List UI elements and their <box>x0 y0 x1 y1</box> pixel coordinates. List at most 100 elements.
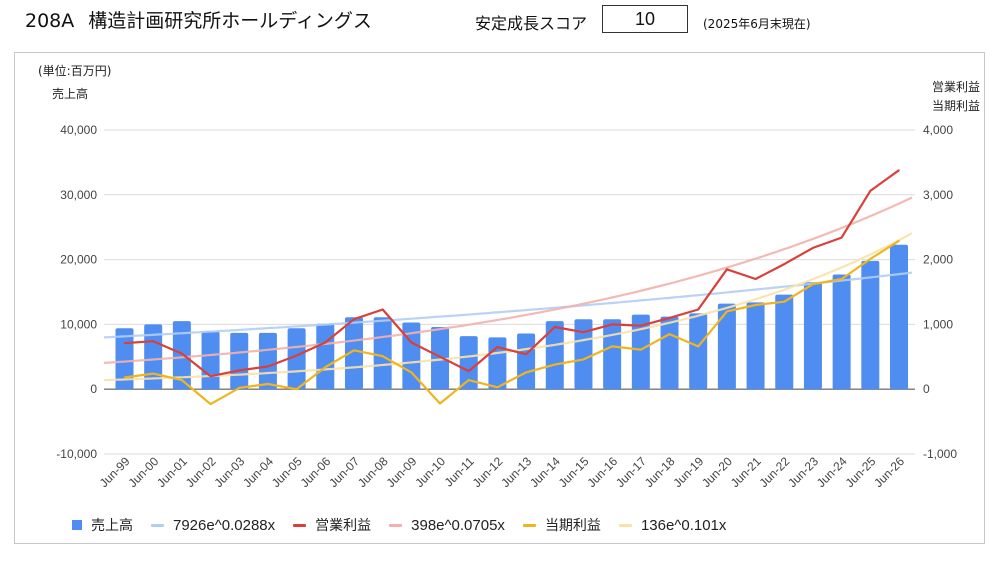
sales-bar <box>603 319 622 390</box>
legend-item-net-profit[interactable]: 当期利益 <box>522 515 601 535</box>
legend-item-net-trend[interactable]: 136e^0.101x <box>618 516 727 534</box>
x-tick-label: Jun-11 <box>442 454 477 489</box>
x-tick-label: Jun-04 <box>240 454 276 490</box>
operating-profit-point <box>611 323 613 326</box>
net-profit-point <box>611 345 613 348</box>
x-tick-label: Jun-05 <box>269 454 305 490</box>
left-tick-label: 10,000 <box>60 317 97 331</box>
left-tick-label: 0 <box>90 382 97 396</box>
trendline-sales <box>103 271 913 339</box>
net-profit-point <box>439 402 441 405</box>
right-axis-title-net: 当期利益 <box>932 99 980 113</box>
legend-item-sales[interactable]: 売上高 <box>72 515 133 535</box>
legend-item-operating-profit[interactable]: 営業利益 <box>293 515 371 535</box>
net-profit-point <box>668 333 671 335</box>
sales-bar <box>258 332 277 390</box>
sales-bar <box>230 332 249 390</box>
legend-swatch-sales <box>72 520 82 530</box>
sales-bar <box>717 303 736 390</box>
operating-profit-point <box>525 353 527 356</box>
operating-profit-point <box>898 169 900 171</box>
right-axis-title-operating: 営業利益 <box>932 80 980 94</box>
score-value-box: 10 <box>602 5 688 33</box>
right-tick-label: -1,000 <box>923 447 957 461</box>
sales-bar <box>201 331 220 390</box>
operating-profit-point <box>496 346 499 348</box>
x-tick-label: Jun-07 <box>326 454 362 490</box>
net-profit-point <box>697 345 700 348</box>
x-tick-label: Jun-15 <box>556 454 592 490</box>
right-tick-label: 2,000 <box>923 253 953 267</box>
right-tick-label: 0 <box>923 382 930 396</box>
x-tick-label: Jun-01 <box>154 454 190 490</box>
net-profit-point <box>496 386 499 389</box>
x-tick-label: Jun-09 <box>384 454 420 490</box>
operating-profit-point <box>181 352 183 355</box>
x-tick-label: Jun-25 <box>843 454 879 490</box>
x-tick-label: Jun-08 <box>355 454 391 490</box>
operating-profit-point <box>783 263 786 265</box>
net-profit-point <box>582 358 585 361</box>
left-tick-label: 30,000 <box>60 188 97 202</box>
legend-item-operating-trend[interactable]: 398e^0.0705x <box>389 517 505 534</box>
net-profit-point <box>410 371 413 374</box>
x-tick-label: Jun-12 <box>470 454 506 490</box>
left-tick-label: 40,000 <box>60 123 97 137</box>
operating-profit-line <box>124 169 900 378</box>
sales-bar <box>775 294 794 390</box>
operating-profit-point <box>324 341 327 344</box>
net-profit-point <box>553 363 556 366</box>
net-profit-point <box>353 349 355 352</box>
legend-swatch-operating-profit <box>293 523 307 527</box>
legend-swatch-net-trend <box>618 523 632 527</box>
left-tick-label: 20,000 <box>60 253 97 267</box>
trendline-net <box>103 232 913 382</box>
x-tick-label: Jun-26 <box>871 454 907 490</box>
operating-profit-point <box>812 247 814 249</box>
x-tick-label: Jun-03 <box>212 454 248 490</box>
legend-swatch-net-profit <box>522 523 536 527</box>
x-tick-label: Jun-23 <box>785 454 821 490</box>
net-profit-point <box>783 300 786 303</box>
sales-bar <box>316 323 335 390</box>
chart-legend: 売上高 7926e^0.0288x 営業利益 398e^0.0705x 当期利益… <box>72 515 744 535</box>
net-profit-point <box>209 403 212 405</box>
sales-bar <box>746 302 765 390</box>
sales-bar <box>689 313 708 390</box>
x-tick-label: Jun-24 <box>814 454 850 490</box>
net-profit-point <box>640 348 642 351</box>
sales-bar <box>660 316 679 390</box>
operating-profit-point <box>726 268 728 271</box>
sales-bar <box>574 319 593 390</box>
net-profit-point <box>324 366 327 368</box>
x-tick-label: Jun-06 <box>298 454 334 490</box>
legend-label-net-profit: 当期利益 <box>544 518 601 534</box>
sales-bar <box>402 322 421 390</box>
operating-profit-point <box>209 375 212 378</box>
operating-profit-point <box>640 324 642 327</box>
left-tick-label: -10,000 <box>56 447 97 461</box>
operating-profit-point <box>869 190 872 192</box>
operating-profit-point <box>123 342 126 344</box>
operating-profit-point <box>582 331 585 333</box>
x-tick-label: Jun-17 <box>613 454 649 490</box>
chart-frame <box>14 52 985 544</box>
legend-swatch-operating-trend <box>389 523 403 527</box>
net-profit-point <box>295 388 298 391</box>
legend-label-net-trend: 136e^0.101x <box>640 516 727 534</box>
sales-bar <box>459 336 478 390</box>
net-profit-point <box>525 371 527 374</box>
x-tick-label: Jun-13 <box>498 454 534 490</box>
net-profit-point <box>754 304 757 306</box>
x-tick-label: Jun-22 <box>757 454 793 490</box>
legend-item-sales-trend[interactable]: 7926e^0.0288x <box>151 517 275 534</box>
net-profit-point <box>381 355 384 357</box>
net-profit-point <box>152 372 154 375</box>
sales-bar <box>861 260 880 390</box>
legend-label-sales-trend: 7926e^0.0288x <box>173 516 276 534</box>
legend-label-operating-profit: 営業利益 <box>315 518 372 534</box>
sales-bar <box>431 326 450 390</box>
right-tick-label: 1,000 <box>923 317 953 331</box>
unit-label: (単位:百万円) <box>38 63 111 78</box>
